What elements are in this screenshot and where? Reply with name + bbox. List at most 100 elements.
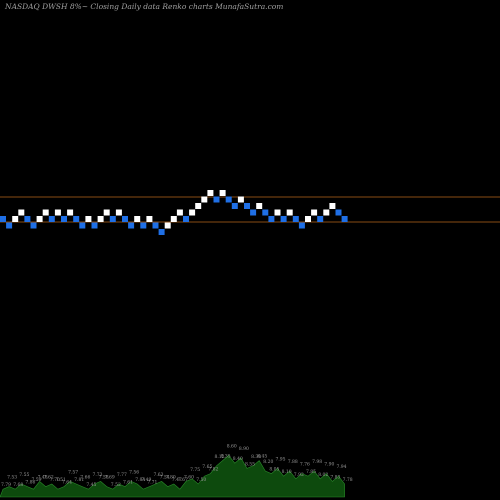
price-label: 7.63 [154, 472, 164, 478]
renko-brick [73, 216, 80, 222]
renko-brick [207, 190, 214, 196]
renko-brick [54, 209, 61, 216]
renko-brick [231, 203, 238, 209]
price-label: 7.65 [202, 464, 212, 470]
price-label: 7.76 [300, 462, 310, 468]
renko-brick [170, 216, 177, 222]
price-label: 7.79 [1, 482, 11, 488]
price-label: 7.51 [56, 477, 66, 483]
renko-brick [237, 196, 244, 203]
price-label: 7.67 [178, 477, 188, 483]
price-label: 7.56 [129, 469, 139, 475]
renko-brick [122, 216, 128, 222]
renko-brick [30, 222, 37, 229]
renko-brick [24, 216, 31, 222]
renko-brick [91, 222, 98, 229]
price-label: 8.30 [251, 454, 261, 460]
renko-brick [152, 222, 159, 229]
price-label: 7.75 [190, 467, 200, 473]
volume-area-path [0, 454, 345, 498]
renko-brick [42, 209, 49, 216]
price-label: 7.70 [50, 477, 60, 483]
price-label: 8.55 [245, 461, 255, 467]
price-label: 7.53 [7, 475, 17, 481]
renko-brick [67, 209, 74, 216]
price-label: 8.40 [233, 456, 243, 462]
price-label: 8.90 [239, 446, 249, 452]
price-label: 7.71 [147, 480, 157, 486]
price-label: 7.54 [160, 474, 170, 480]
renko-brick [335, 209, 342, 216]
renko-brick [292, 216, 299, 222]
price-label: 7.61 [123, 480, 133, 486]
price-label: 8.10 [282, 469, 292, 475]
renko-brick [164, 222, 171, 229]
reference-lines [0, 196, 500, 223]
price-label: 7.47 [172, 477, 182, 483]
price-label: 7.78 [343, 477, 353, 483]
renko-brick [201, 196, 208, 203]
price-label: 7.48 [38, 474, 48, 480]
volume-area [0, 454, 345, 498]
price-label: 7.50 [196, 477, 206, 483]
renko-brick [12, 216, 19, 222]
renko-brick [262, 209, 269, 216]
price-label: 7.64 [62, 480, 72, 486]
renko-brick [341, 216, 348, 222]
price-label: 7.94 [337, 464, 347, 470]
price-label: 8.12 [215, 454, 225, 460]
renko-brick [305, 216, 311, 222]
renko-brick [244, 203, 250, 209]
price-label: 8.60 [227, 443, 237, 449]
renko-brick [36, 216, 43, 222]
price-label: 7.52 [111, 482, 121, 488]
renko-brick [311, 209, 318, 216]
renko-brick [158, 229, 165, 235]
renko-brick [317, 216, 324, 222]
renko-brick [225, 196, 232, 203]
price-label: 8.20 [263, 459, 273, 465]
price-label: 7.58 [99, 474, 109, 480]
price-label: 7.81 [74, 477, 84, 483]
renko-brick [6, 222, 13, 229]
renko-brick [85, 216, 92, 222]
renko-brick [298, 222, 305, 229]
renko-brick [274, 209, 281, 216]
price-label: 7.83 [330, 474, 340, 480]
renko-brick [109, 216, 116, 222]
renko-brick [213, 196, 220, 203]
price-label: 7.55 [19, 472, 29, 478]
price-label: 7.85 [306, 469, 316, 475]
price-label: 7.57 [68, 469, 78, 475]
price-label: 7.77 [117, 472, 127, 478]
price-label: 8.45 [257, 454, 267, 460]
renko-brick [140, 222, 147, 229]
price-label: 7.49 [141, 477, 151, 483]
price-label: 8.05 [269, 467, 279, 473]
renko-brick [195, 203, 202, 209]
price-label: 7.45 [86, 482, 96, 488]
renko-brick [250, 209, 257, 216]
price-label: 7.60 [184, 474, 194, 480]
renko-brick [61, 216, 67, 222]
renko-brick [286, 209, 293, 216]
price-label: 7.92 [294, 472, 304, 478]
renko-brick [280, 216, 287, 222]
price-label: 8.02 [318, 472, 328, 478]
renko-brick [134, 216, 141, 222]
price-label: 7.59 [32, 477, 42, 483]
renko-brick [323, 209, 330, 216]
renko-brick [128, 222, 135, 229]
renko-brick [189, 209, 196, 216]
price-labels: 7.797.537.68 7.55 7.867.597.487.627.707.51… [1, 443, 353, 488]
price-label: 7.90 [324, 462, 334, 468]
price-label: 7.86 [25, 480, 35, 486]
renko-bricks [0, 190, 348, 235]
renko-brick [256, 203, 263, 209]
renko-brick [115, 209, 122, 216]
renko-brick [97, 216, 104, 222]
price-label: 7.62 [44, 475, 54, 481]
price-label: 7.84 [135, 477, 145, 483]
price-label: 7.95 [276, 456, 286, 462]
